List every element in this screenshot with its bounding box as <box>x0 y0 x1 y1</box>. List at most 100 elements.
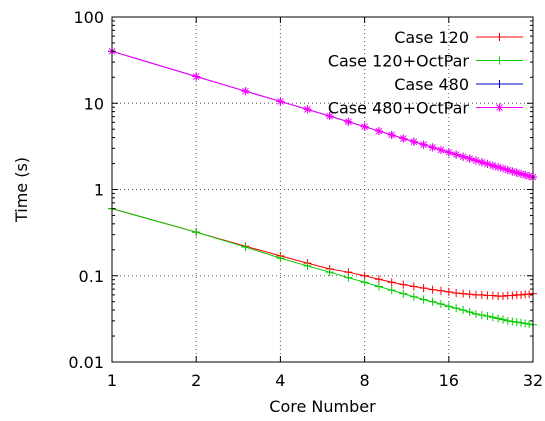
data-point <box>303 105 312 114</box>
data-point <box>419 140 428 149</box>
data-point <box>419 284 428 293</box>
data-point <box>360 122 369 131</box>
data-point <box>241 87 250 96</box>
data-point <box>494 314 503 323</box>
series-case-120 <box>108 204 537 301</box>
data-point <box>471 156 480 165</box>
series-line <box>111 208 534 297</box>
legend-item: Case 120 <box>394 28 523 47</box>
data-point <box>517 290 526 299</box>
data-point <box>495 80 504 88</box>
legend-label: Case 480+OctPar <box>328 99 470 118</box>
data-point <box>428 143 437 152</box>
data-point <box>344 117 353 126</box>
data-point <box>374 275 383 284</box>
data-point <box>436 300 445 309</box>
x-tick-label: 2 <box>191 371 201 390</box>
data-point <box>508 317 517 326</box>
data-point <box>477 158 486 167</box>
data-point <box>483 159 492 168</box>
x-tick-label: 32 <box>523 371 543 390</box>
data-point <box>499 292 508 301</box>
data-point <box>465 290 474 299</box>
data-point <box>387 286 396 295</box>
x-tick-label: 4 <box>275 371 285 390</box>
x-tick-label: 1 <box>107 371 117 390</box>
data-point <box>465 307 474 316</box>
data-point <box>488 161 497 170</box>
y-tick-label: 0.1 <box>79 267 104 286</box>
data-point <box>419 295 428 304</box>
legend-label: Case 120 <box>394 28 469 47</box>
data-point <box>399 289 408 298</box>
data-point <box>508 291 517 300</box>
y-axis-label: Time (s) <box>12 157 31 223</box>
data-point <box>325 112 334 121</box>
data-point <box>409 137 418 146</box>
data-point <box>399 280 408 289</box>
data-point <box>495 33 504 41</box>
data-point <box>192 228 201 237</box>
legend: Case 120 Case 120+OctPar Case 480 Case 480+… <box>328 28 523 118</box>
data-point <box>428 297 437 306</box>
data-point <box>409 282 418 291</box>
data-point <box>459 152 468 161</box>
legend-item: Case 120+OctPar <box>328 52 523 71</box>
data-point <box>192 72 201 81</box>
data-point <box>444 302 453 311</box>
legend-item: Case 480 <box>394 75 523 94</box>
series-case-120-octpar <box>108 204 537 329</box>
data-point <box>477 290 486 299</box>
data-point <box>452 304 461 313</box>
data-point <box>459 306 468 315</box>
legend-label: Case 120+OctPar <box>328 52 470 71</box>
data-point <box>495 103 504 112</box>
data-point <box>525 320 534 329</box>
data-point <box>387 130 396 139</box>
data-point <box>488 291 497 300</box>
legend-item: Case 480+OctPar <box>328 99 523 118</box>
data-point <box>495 56 504 65</box>
data-point <box>374 127 383 136</box>
grid <box>112 17 533 362</box>
data-point <box>459 289 468 298</box>
data-point <box>241 243 250 252</box>
data-point <box>494 163 503 172</box>
data-point <box>503 166 512 175</box>
data-point <box>465 154 474 163</box>
data-point <box>499 315 508 324</box>
x-tick-label: 16 <box>439 371 459 390</box>
series-layer <box>108 47 537 329</box>
data-point <box>387 278 396 287</box>
y-tick-label: 10 <box>84 94 104 113</box>
y-tick-label: 0.01 <box>68 353 104 372</box>
data-point <box>325 268 334 277</box>
data-point <box>360 278 369 287</box>
data-point <box>399 134 408 143</box>
data-point <box>452 150 461 159</box>
data-point <box>374 282 383 291</box>
series-case-480-octpar <box>108 47 537 182</box>
data-point <box>477 311 486 320</box>
data-point <box>503 316 512 325</box>
data-point <box>488 313 497 322</box>
data-point <box>344 273 353 282</box>
data-point <box>512 318 521 327</box>
data-point <box>409 292 418 301</box>
data-point <box>452 289 461 298</box>
data-point <box>517 318 526 327</box>
data-point <box>276 254 285 263</box>
x-axis-label: Core Number <box>269 397 376 416</box>
y-tick-label: 1 <box>94 181 104 200</box>
data-point <box>483 312 492 321</box>
ticks: 1 2 4 8 16 32 0.01 0.1 1 10 100 <box>68 8 543 390</box>
data-point <box>436 146 445 155</box>
data-point <box>521 319 530 328</box>
data-point <box>444 148 453 157</box>
x-tick-label: 8 <box>360 371 370 390</box>
data-point <box>276 97 285 106</box>
data-point <box>444 287 453 296</box>
data-point <box>471 310 480 319</box>
data-point <box>436 286 445 295</box>
